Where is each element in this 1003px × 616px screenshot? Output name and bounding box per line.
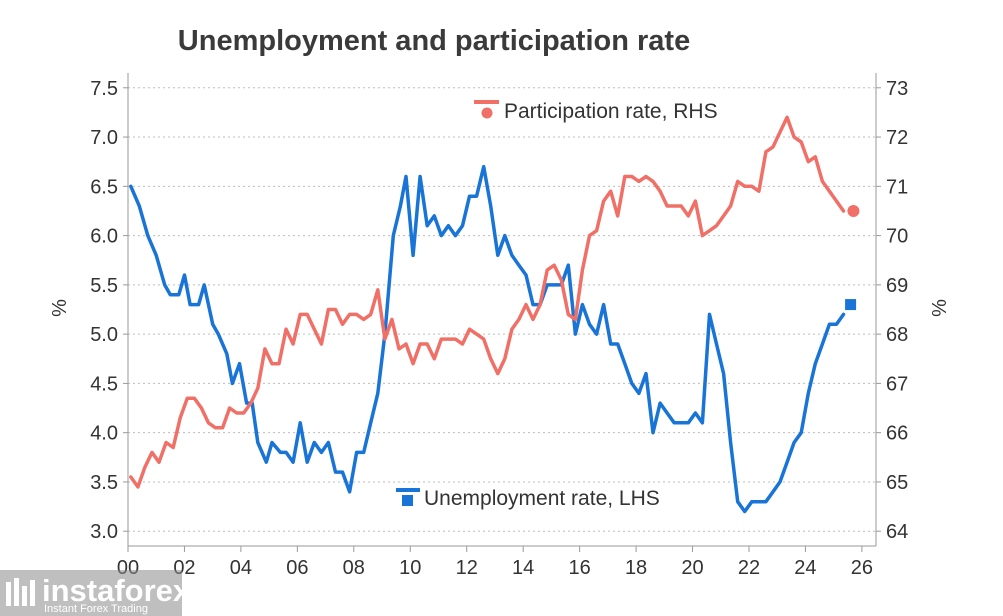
right-tick-label: 71 (886, 176, 908, 198)
right-tick-label: 68 (886, 324, 908, 346)
unemployment-series-line (129, 164, 846, 514)
right-tick-label: 70 (886, 226, 908, 248)
legend-unemployment-label: Unemployment rate, LHS (424, 487, 660, 510)
legend-participation: Participation rate, RHS (474, 100, 718, 123)
legend-participation-label: Participation rate, RHS (504, 100, 718, 123)
unemployment-latest-marker (845, 299, 857, 311)
legend-participation-marker (481, 107, 493, 119)
left-tick-label: 3.5 (90, 472, 118, 494)
x-tick-label: 16 (568, 557, 590, 579)
instaforex-watermark: instaforex Instant Forex Trading (0, 570, 191, 616)
right-tick-label: 72 (886, 127, 908, 149)
legend-unemployment: Unemployment rate, LHS (396, 487, 660, 510)
left-tick-label: 3.0 (90, 521, 118, 543)
left-tick-label: 6.5 (90, 176, 118, 198)
x-tick-label: 10 (399, 557, 421, 579)
x-tick-label: 14 (512, 557, 534, 579)
left-tick-label: 7.0 (90, 127, 118, 149)
x-tick-label: 08 (343, 557, 365, 579)
x-tick-label: 22 (738, 557, 760, 579)
chart-title: Unemployment and participation rate (178, 25, 690, 57)
participation-series-line (129, 115, 846, 489)
x-tick-label: 06 (286, 557, 308, 579)
left-tick-label: 6.0 (90, 226, 118, 248)
right-tick-label: 66 (886, 423, 908, 445)
watermark-tagline: Instant Forex Trading (44, 603, 148, 615)
left-tick-label: 4.0 (90, 423, 118, 445)
right-tick-label: 64 (886, 521, 908, 543)
right-tick-label: 67 (886, 373, 908, 395)
x-tick-label: 12 (456, 557, 478, 579)
left-tick-label: 5.0 (90, 324, 118, 346)
x-tick-label: 24 (794, 557, 816, 579)
left-axis-label: % (49, 299, 71, 317)
left-tick-label: 7.5 (90, 78, 118, 100)
x-tick-label: 04 (230, 557, 252, 579)
watermark-brand: instaforex (42, 573, 191, 608)
right-axis: 64 65 66 67 68 69 70 71 72 73 (876, 78, 908, 543)
right-tick-label: 65 (886, 472, 908, 494)
right-axis-label: % (929, 299, 951, 317)
x-axis: 00 02 04 06 08 10 12 14 16 18 20 22 24 26 (117, 546, 873, 579)
x-tick-label: 26 (851, 557, 873, 579)
right-tick-label: 73 (886, 78, 908, 100)
right-tick-label: 69 (886, 275, 908, 297)
left-axis: 3.0 3.5 4.0 4.5 5.0 5.5 6.0 6.5 7.0 7.5 (90, 78, 128, 543)
left-tick-label: 4.5 (90, 373, 118, 395)
x-tick-label: 18 (625, 557, 647, 579)
left-tick-label: 5.5 (90, 275, 118, 297)
series-group (129, 115, 860, 514)
x-tick-label: 20 (681, 557, 703, 579)
instaforex-logo-icon (6, 578, 35, 606)
participation-latest-marker (847, 204, 860, 217)
legend-unemployment-marker (402, 495, 413, 506)
